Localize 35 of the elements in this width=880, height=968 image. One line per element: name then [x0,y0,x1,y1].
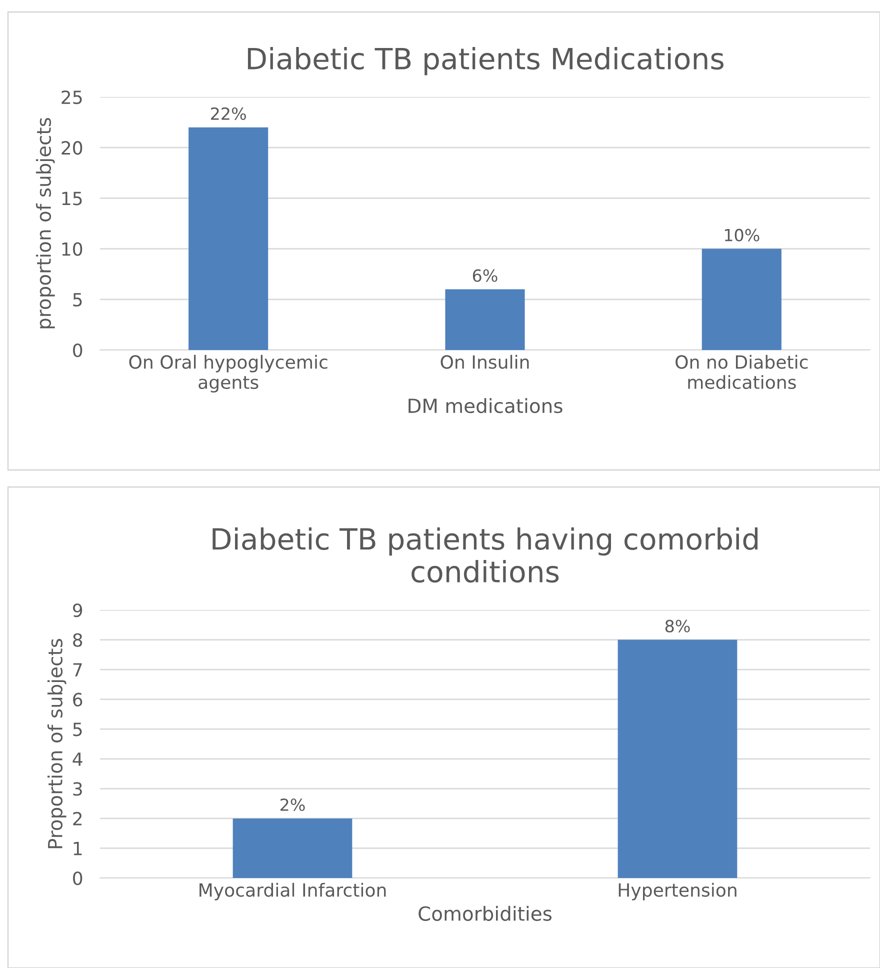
y-tick-label: 7 [73,663,82,676]
y-tick-label: 15 [62,192,82,206]
y-tick-label: 0 [73,871,82,886]
y-tick-label: 6 [73,692,82,706]
data-label: 22% [211,107,246,120]
chart-title: Diabetic TB patients Medications [248,47,724,76]
y-tick-label: 25 [62,90,82,104]
x-tick-label: Hypertension [618,882,736,900]
y-tick-label: 1 [74,842,82,856]
x-axis-title: DM medications [408,398,562,414]
data-label: 10% [724,228,760,242]
bar [702,248,782,350]
data-label: 2% [280,798,305,812]
x-tick-label: On no Diabetic medications [676,354,808,390]
data-label: 6% [472,269,498,282]
y-tick-label: 10 [62,242,82,256]
y-tick-label: 9 [72,603,82,618]
x-tick-label: On Insulin [440,354,529,369]
y-tick-label: 5 [73,293,82,307]
y-tick-label: 4 [72,752,82,766]
x-tick-label: Myocardial Infarction [200,882,386,900]
y-tick-label: 20 [62,141,82,155]
x-tick-label: On Oral hypoglycemic agents [129,354,328,393]
y-axis-title: proportion of subjects [36,118,55,328]
chart-title: Diabetic TB patients having comorbid conditions [212,527,758,583]
y-axis-title: Proportion of subjects [47,638,66,848]
y-tick-label: 3 [73,782,82,796]
x-axis-title: Comorbidities [418,906,552,921]
y-tick-label: 5 [73,722,82,736]
bar [445,289,525,350]
y-tick-label: 8 [73,633,82,647]
y-tick-label: 0 [73,343,82,358]
y-tick-label: 2 [73,812,82,826]
bar [188,127,268,350]
data-label: 8% [665,620,690,632]
